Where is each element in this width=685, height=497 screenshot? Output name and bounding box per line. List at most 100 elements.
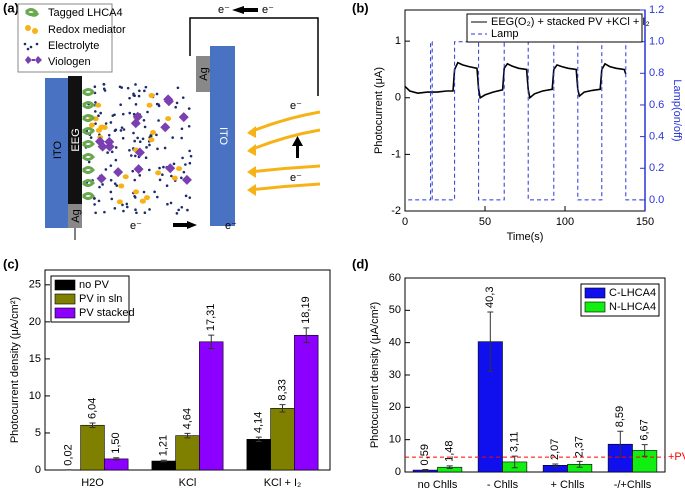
ion — [125, 202, 129, 206]
bar — [270, 407, 295, 471]
value-label: 8,59 — [614, 406, 626, 427]
y2-axis-label: Lamp(on/off) — [671, 79, 683, 141]
y-tick-label: 0 — [395, 92, 401, 104]
x-tick-label: + Chlls — [551, 479, 585, 491]
legend-label: N-LHCA4 — [609, 301, 656, 313]
error-bar — [446, 465, 453, 470]
ion — [162, 165, 165, 169]
value-label: 4,14 — [253, 412, 265, 433]
error-bar — [184, 432, 191, 439]
y2-tick-label: 0.0 — [649, 194, 664, 206]
y2-tick-label: 1.2 — [649, 4, 664, 16]
ion — [155, 102, 159, 106]
value-label: 6,67 — [639, 419, 651, 440]
bar — [199, 341, 224, 471]
ion — [142, 190, 146, 194]
ion — [184, 194, 188, 198]
y2-tick-label: 0.6 — [649, 99, 664, 111]
ion — [148, 168, 151, 172]
ion — [146, 110, 149, 114]
y-tick-label: -1 — [391, 148, 401, 160]
ion — [188, 196, 192, 199]
arrow — [292, 136, 303, 146]
ion — [119, 103, 122, 107]
y-tick-label: 1 — [395, 35, 401, 47]
viologen — [133, 164, 144, 175]
ion — [134, 103, 138, 106]
y-tick-label: 60 — [389, 272, 401, 284]
ion — [131, 169, 135, 173]
ion — [177, 208, 181, 212]
ion — [187, 107, 191, 110]
legend-label: C-LHCA4 — [609, 287, 656, 299]
electrolyte — [81, 82, 193, 215]
viologen — [181, 174, 192, 185]
ion — [99, 111, 102, 115]
ion — [136, 136, 139, 140]
bar — [294, 334, 319, 471]
ion — [135, 211, 138, 215]
mediator — [116, 199, 123, 205]
ion — [181, 96, 185, 99]
ion — [121, 203, 124, 207]
ion — [125, 205, 129, 209]
ion — [137, 94, 141, 98]
ion — [119, 129, 123, 132]
y-tick-label: 10 — [29, 390, 41, 402]
electron: e⁻ — [290, 100, 302, 112]
ion — [94, 110, 97, 113]
light-arrow — [247, 144, 256, 156]
legend-box — [466, 13, 643, 43]
ion — [156, 195, 159, 199]
value-label: 3,11 — [509, 432, 521, 453]
electrode-label: ITO — [217, 127, 229, 146]
error-bar — [487, 311, 494, 372]
mediator — [148, 93, 155, 99]
light-arrow — [247, 184, 256, 196]
mediator — [165, 116, 172, 122]
ion — [128, 148, 131, 152]
electron: e⁻ — [130, 220, 142, 232]
value-label: 6,04 — [86, 398, 98, 419]
ion — [93, 85, 97, 89]
value-label: 0,59 — [419, 444, 431, 465]
ion — [163, 146, 167, 150]
legend-label: PV in sln — [79, 293, 122, 305]
ion — [171, 136, 174, 139]
viologen — [104, 136, 115, 147]
ion — [181, 156, 184, 160]
ag-right — [196, 56, 210, 92]
legend-swatch — [584, 301, 606, 313]
y-tick-label: 15 — [29, 353, 41, 365]
ito-right — [210, 46, 235, 226]
ion — [157, 104, 161, 108]
ion — [93, 203, 96, 206]
panel-label: (c) — [3, 256, 19, 271]
ion — [122, 128, 126, 131]
ion — [120, 86, 124, 89]
electron: e⁻ — [218, 4, 230, 16]
ion — [161, 173, 164, 177]
ion — [104, 168, 108, 171]
ion — [110, 150, 114, 154]
ion — [180, 205, 184, 209]
x-tick-label: -/+Chlls — [614, 479, 652, 491]
ion — [175, 212, 179, 215]
ion — [144, 85, 148, 89]
ion — [188, 161, 192, 165]
ion — [132, 131, 135, 135]
error-bar — [279, 404, 286, 413]
y-tick-label: 25 — [29, 279, 41, 291]
viologen — [160, 122, 171, 133]
ion — [158, 166, 161, 170]
error-bar — [89, 422, 96, 428]
ion — [155, 92, 159, 96]
y2-tick-label: 0.2 — [649, 162, 664, 174]
chart: 0 10 20 30 40 50 60 Photocurrent density (μA/cm… — [369, 272, 685, 491]
y-tick-label: 20 — [29, 316, 41, 328]
ion — [189, 154, 193, 158]
mediator — [155, 170, 162, 176]
value-label: 17,31 — [205, 304, 217, 332]
value-label: 2,37 — [574, 436, 586, 457]
chart: -2 -1 0 1 Photocurrent (μA) 0 50 100 150 Time(s) 0… — [373, 4, 683, 243]
